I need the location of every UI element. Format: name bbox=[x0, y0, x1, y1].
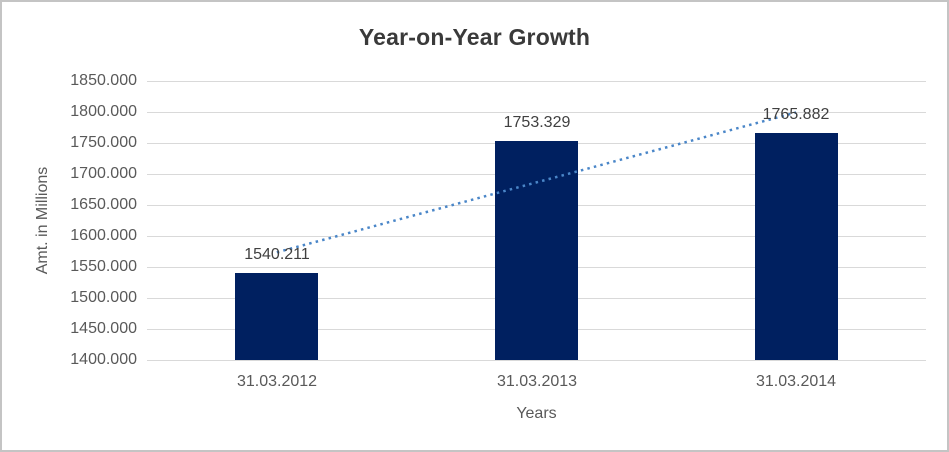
bar bbox=[755, 133, 838, 360]
data-label: 1753.329 bbox=[503, 114, 571, 131]
chart-title: Year-on-Year Growth bbox=[358, 24, 591, 50]
gridline bbox=[147, 81, 926, 82]
data-label: 1765.882 bbox=[762, 106, 830, 123]
y-axis-tick-label: 1550.000 bbox=[70, 258, 137, 275]
bar bbox=[235, 273, 318, 360]
y-axis-tick-label: 1600.000 bbox=[70, 227, 137, 244]
y-axis-tick-label: 1500.000 bbox=[70, 289, 137, 306]
y-axis-tick-label: 1750.000 bbox=[70, 134, 137, 151]
x-axis-tick-label: 31.03.2014 bbox=[755, 373, 837, 390]
y-axis-tick-label: 1800.000 bbox=[70, 103, 137, 120]
x-axis-tick-label: 31.03.2012 bbox=[236, 373, 318, 390]
y-axis-tick-label: 1700.000 bbox=[70, 165, 137, 182]
y-axis-title: Amt. in Millions bbox=[34, 166, 51, 275]
y-axis-tick-label: 1400.000 bbox=[70, 351, 137, 368]
y-axis-tick-label: 1450.000 bbox=[70, 320, 137, 337]
bar bbox=[495, 141, 578, 360]
y-axis-tick-label: 1650.000 bbox=[70, 196, 137, 213]
x-axis-title: Years bbox=[516, 405, 557, 422]
data-label: 1540.211 bbox=[244, 246, 310, 263]
y-axis-tick-label: 1850.000 bbox=[70, 72, 137, 89]
gridline bbox=[147, 360, 926, 361]
x-axis-tick-label: 31.03.2013 bbox=[496, 373, 578, 390]
